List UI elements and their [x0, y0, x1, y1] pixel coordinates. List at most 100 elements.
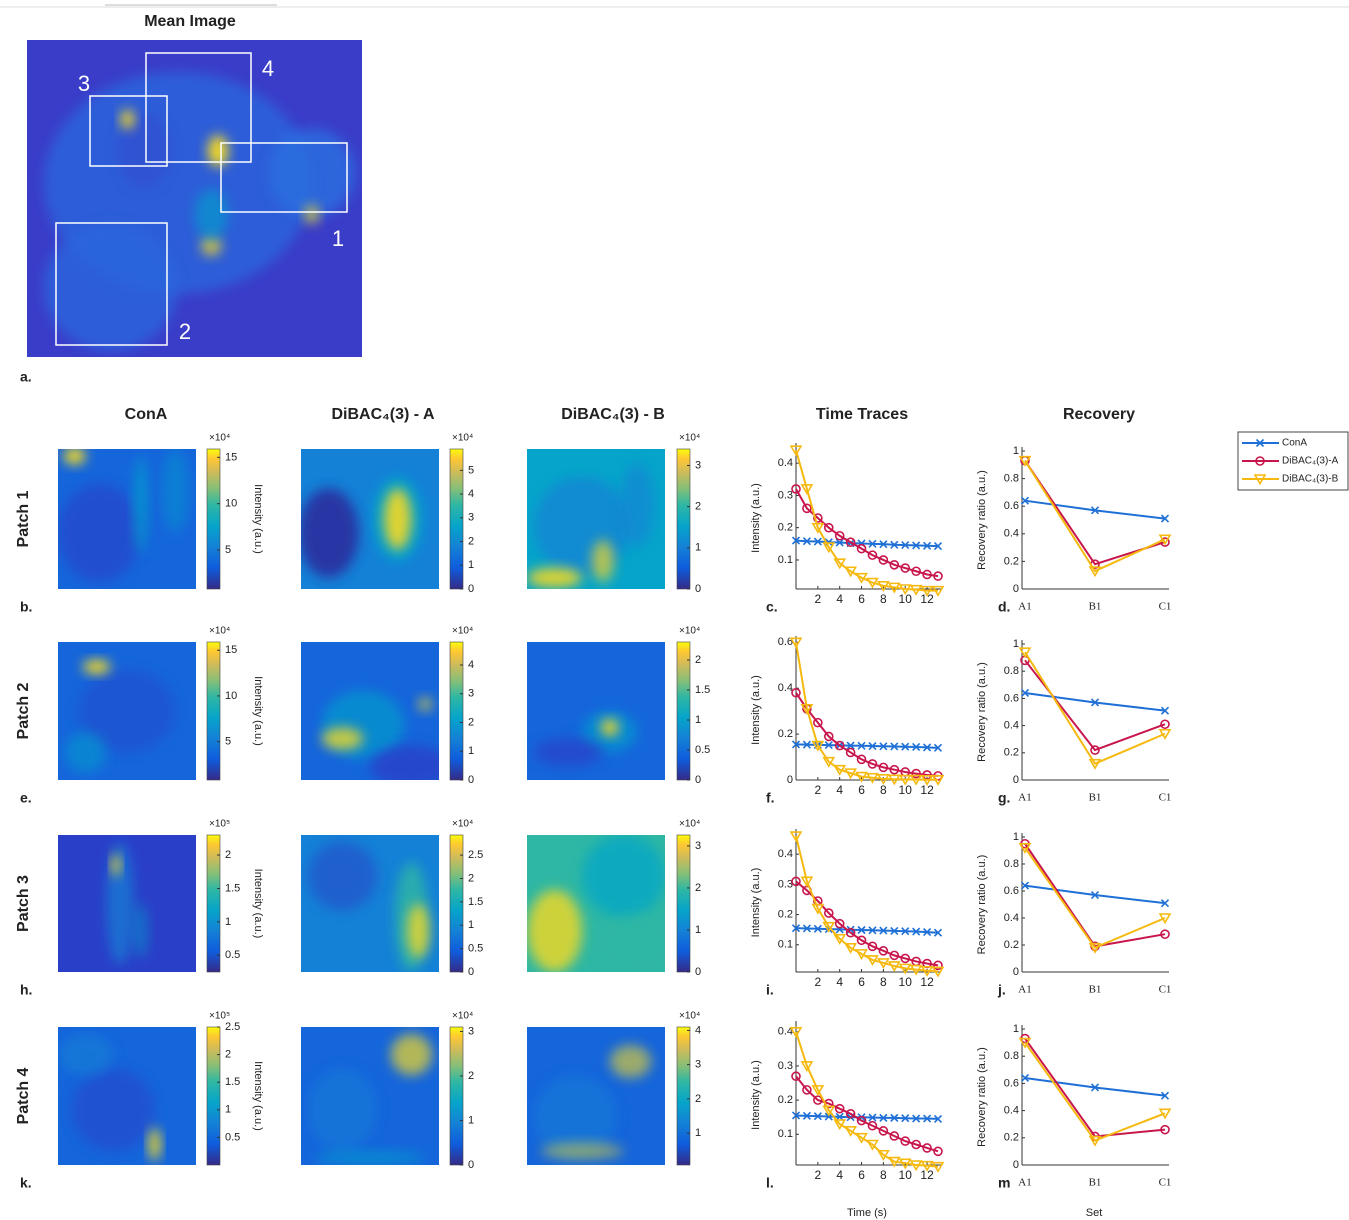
column-header: DiBAC₄(3) - A [331, 406, 434, 423]
colorbar-scale: ×10⁴ [679, 1011, 700, 1022]
y-tick-label: 0.2 [1004, 747, 1019, 759]
image-patch [58, 448, 196, 589]
x-tick-label: 6 [858, 1168, 865, 1182]
panel-label: k. [20, 1175, 32, 1191]
y-tick-label: 1 [1013, 1023, 1019, 1035]
y-tick-label: 0 [1013, 774, 1019, 786]
y-tick-label: 0.2 [778, 728, 793, 740]
colorbar-tick-label: 15 [225, 644, 237, 656]
image-feature [121, 110, 134, 129]
y-tick-label: 0.4 [1004, 1105, 1019, 1117]
colorbar-scale: ×10⁴ [452, 1011, 473, 1022]
legend-label: ConA [1282, 438, 1307, 449]
image-feature [195, 189, 229, 240]
image-patch [58, 835, 196, 972]
colorbar-tick-label: 5 [225, 544, 231, 556]
y-tick-label: 0.1 [778, 554, 793, 566]
colorbar-tick-label: 3 [468, 512, 474, 524]
x-tick-label: A1 [1018, 984, 1031, 996]
y-tick-label: 0.6 [1004, 692, 1019, 704]
image-feature [315, 1151, 425, 1165]
x-tick-label: A1 [1018, 792, 1031, 804]
x-tick-label: C1 [1159, 601, 1172, 613]
y-axis-label: Intensity (a.u.) [750, 1060, 762, 1130]
y-tick-label: 0.2 [778, 522, 793, 534]
series-line [796, 881, 938, 965]
y-tick-label: 0.4 [778, 457, 793, 469]
y-tick-label: 0 [1013, 1159, 1019, 1171]
y-tick-label: 0.4 [778, 682, 793, 694]
y-tick-label: 0.3 [778, 489, 793, 501]
colorbar-tick-label: 0 [468, 774, 474, 786]
panel-label: c. [766, 599, 778, 615]
image-feature [370, 746, 453, 787]
roi-label: 2 [179, 319, 191, 344]
x-tick-label: 8 [880, 1168, 887, 1182]
y-tick-label: 0.1 [778, 939, 793, 951]
colorbar-tick-label: 4 [468, 488, 474, 500]
mean-image-title: Mean Image [144, 13, 236, 30]
x-tick-label: 10 [899, 1168, 913, 1182]
colorbar-label: Intensity (a.u.) [252, 484, 264, 554]
x-tick-label: 4 [836, 592, 843, 606]
colorbar-tick-label: 0.5 [225, 1131, 240, 1143]
image-patch [298, 449, 439, 589]
colorbar-tick-label: 5 [225, 736, 231, 748]
image-patch [301, 1027, 439, 1165]
y-axis-label: Recovery ratio (a.u.) [976, 470, 988, 570]
colorbar-tick-label: 4 [468, 659, 474, 671]
colorbar-tick-label: 10 [225, 690, 237, 702]
panel-label: m [998, 1175, 1010, 1191]
image-patch [58, 642, 196, 780]
colorbar-tick-label: 2 [468, 535, 474, 547]
x-tick-label: C1 [1159, 792, 1172, 804]
image-feature [268, 129, 355, 218]
series-line [796, 642, 938, 779]
y-tick-label: 1 [1013, 445, 1019, 457]
y-tick-label: 0.6 [1004, 500, 1019, 512]
colorbar [207, 1027, 220, 1165]
colorbar-tick-label: 2 [695, 1093, 701, 1105]
image-feature [298, 488, 359, 578]
image-feature [582, 835, 665, 917]
y-axis-label: Recovery ratio (a.u.) [976, 855, 988, 955]
roi-label: 3 [78, 71, 90, 96]
image-feature [596, 917, 679, 972]
colorbar-tick-label: 1 [468, 559, 474, 571]
series-line [796, 693, 938, 776]
colorbar-tick-label: 3 [468, 1025, 474, 1037]
series-line [796, 836, 938, 971]
colorbar-tick-label: 3 [695, 459, 701, 471]
panel-label: d. [998, 599, 1010, 615]
colorbar-tick-label: 1 [695, 714, 701, 726]
colorbar [207, 642, 220, 780]
colorbar-tick-label: 2 [225, 1049, 231, 1061]
image-feature [65, 732, 106, 773]
image-feature [527, 568, 582, 588]
legend-label: DiBAC₄(3)-B [1282, 474, 1339, 485]
image-feature [58, 484, 141, 582]
colorbar-tick-label: 0.5 [695, 744, 710, 756]
panel-label: h. [20, 982, 32, 998]
colorbar-scale: ×10⁵ [209, 819, 230, 830]
y-tick-label: 0.2 [1004, 555, 1019, 567]
colorbar-tick-label: 0 [695, 966, 701, 978]
image-feature [106, 842, 134, 965]
image-feature [83, 660, 111, 674]
column-header: Time Traces [816, 406, 908, 423]
panel-label: i. [766, 982, 774, 998]
colorbar-scale: ×10⁴ [679, 433, 700, 444]
series-line [1025, 1043, 1165, 1141]
series-line [1025, 848, 1165, 948]
y-axis-label: Intensity (a.u.) [750, 675, 762, 745]
image-feature [44, 224, 178, 351]
y-axis-label: Intensity (a.u.) [750, 483, 762, 553]
y-tick-label: 0.4 [778, 848, 793, 860]
y-axis-label: Intensity (a.u.) [750, 868, 762, 938]
panel-label: j. [997, 982, 1006, 998]
colorbar-label: Intensity (a.u.) [252, 676, 264, 746]
figure: Mean Image a. ConADiBAC₄(3)-ADiBAC₄(3)-B… [0, 0, 1349, 1220]
y-axis-label: Recovery ratio (a.u.) [976, 1047, 988, 1147]
image-feature [407, 904, 429, 959]
